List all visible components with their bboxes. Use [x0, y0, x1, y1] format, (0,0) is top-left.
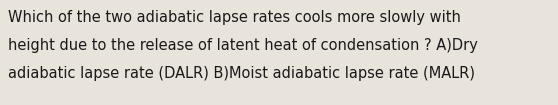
- Text: height due to the release of latent heat of condensation ? A)Dry: height due to the release of latent heat…: [8, 38, 478, 53]
- Text: adiabatic lapse rate (DALR) B)Moist adiabatic lapse rate (MALR): adiabatic lapse rate (DALR) B)Moist adia…: [8, 66, 475, 81]
- Text: Which of the two adiabatic lapse rates cools more slowly with: Which of the two adiabatic lapse rates c…: [8, 10, 461, 25]
